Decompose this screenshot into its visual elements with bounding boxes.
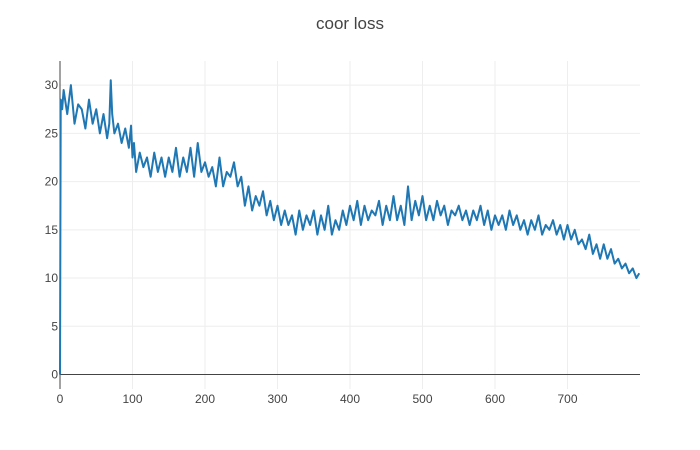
y-tick-label: 25 [45,126,59,140]
chart-title: coor loss [316,14,384,33]
y-tick-label: 5 [51,319,58,333]
y-tick-label: 15 [45,223,59,237]
y-tick-label: 10 [45,271,59,285]
y-tick-label: 30 [45,78,59,92]
x-tick-label: 400 [340,392,360,406]
x-tick-label: 0 [57,392,64,406]
x-tick-label: 300 [267,392,287,406]
series-layer [59,79,641,375]
grid-layer [60,61,640,389]
y-tick-label: 20 [45,175,59,189]
x-tick-label: 700 [557,392,577,406]
tick-labels: 0 100 200 300 400 500 600 700 0 5 10 15 20 25 30 [45,78,578,406]
x-tick-label: 100 [122,392,142,406]
x-tick-label: 500 [412,392,432,406]
x-tick-label: 200 [195,392,215,406]
x-tick-label: 600 [485,392,505,406]
y-tick-label: 0 [51,368,58,382]
series-line [59,79,641,375]
